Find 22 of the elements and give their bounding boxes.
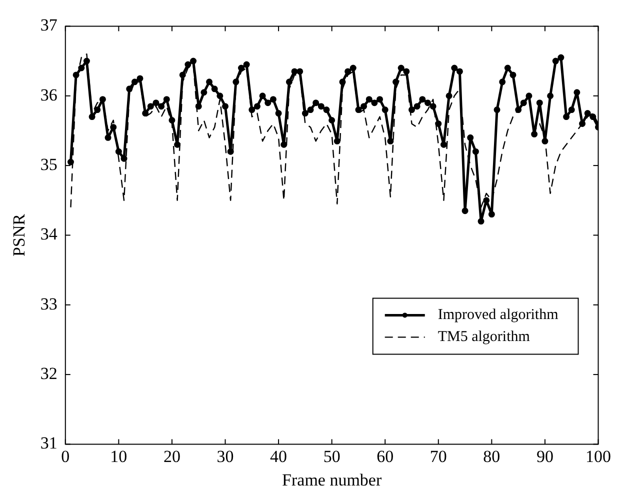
y-axis-title: PSNR (10, 213, 29, 256)
legend-label: TM5 algorithm (438, 329, 530, 346)
x-tick-label: 90 (536, 446, 554, 466)
y-tick-label: 31 (40, 434, 58, 453)
x-axis-title: Frame number (282, 470, 382, 490)
x-tick-label: 0 (61, 446, 70, 466)
y-tick-label: 32 (40, 364, 58, 383)
x-tick-label: 100 (586, 446, 611, 466)
x-tick-label: 30 (216, 446, 234, 466)
x-tick-label: 10 (110, 446, 128, 466)
x-tick-label: 40 (270, 446, 288, 466)
x-tick-label: 60 (376, 446, 394, 466)
y-tick-label: 35 (40, 155, 58, 174)
x-tick-label: 70 (430, 446, 447, 466)
legend-label: Improved algorithm (438, 307, 559, 324)
x-tick-label: 50 (323, 446, 340, 466)
y-tick-label: 36 (40, 85, 58, 104)
y-tick-label: 34 (40, 224, 58, 244)
y-tick-label: 37 (40, 16, 58, 35)
y-tick-label: 33 (40, 294, 58, 314)
x-tick-label: 20 (163, 446, 180, 466)
x-tick-label: 80 (483, 446, 500, 466)
